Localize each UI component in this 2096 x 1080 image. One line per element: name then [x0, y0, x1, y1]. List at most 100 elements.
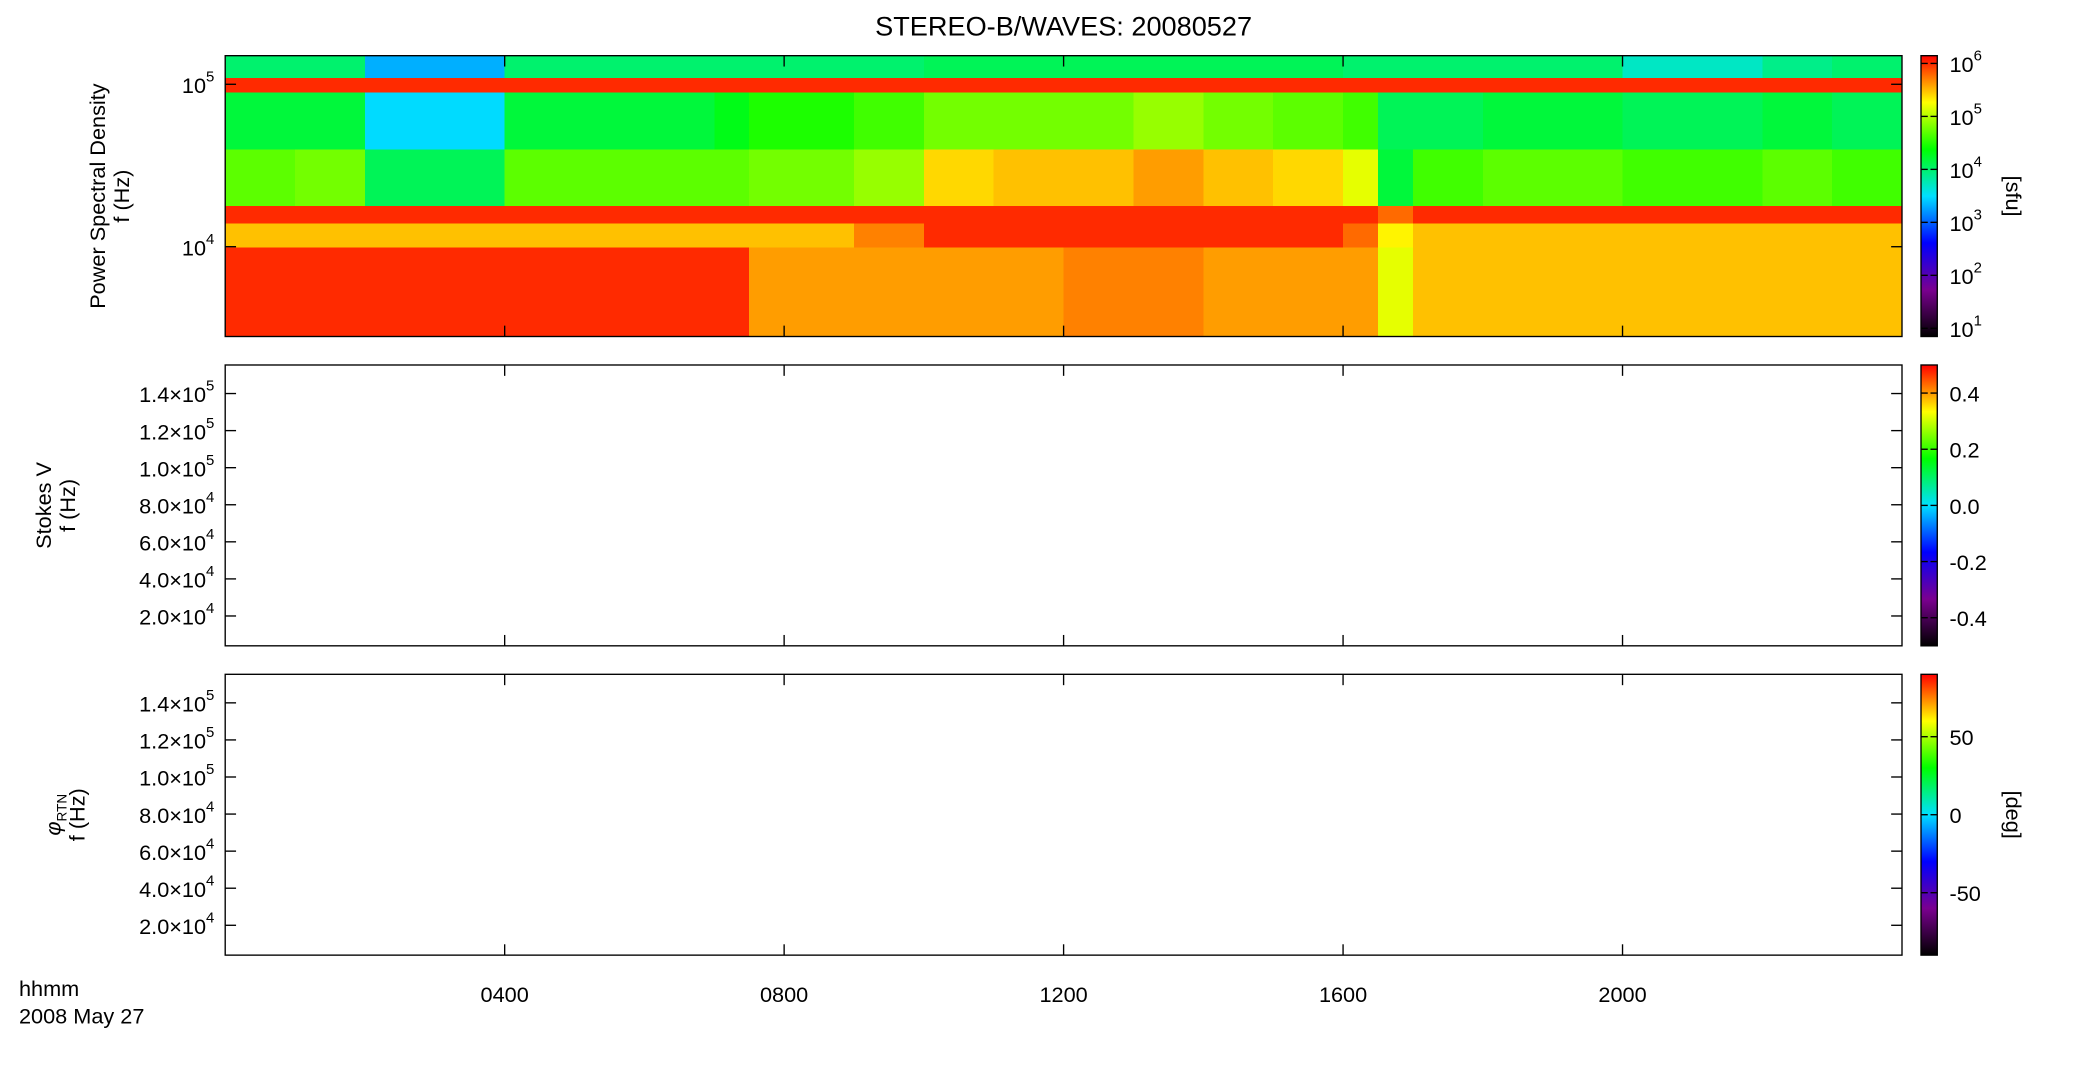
tick-label-sup: 4 — [206, 526, 214, 543]
tick-label: 105 — [1949, 101, 1981, 130]
heatmap-cell — [1692, 222, 1763, 248]
heatmap-cell — [1203, 77, 1274, 93]
tick-label-sup: 4 — [206, 563, 214, 580]
tick-label-base: 10 — [1949, 105, 1973, 130]
heatmap-cell — [1378, 205, 1414, 224]
heatmap-cell — [295, 222, 366, 248]
tick-label-base: 1.0×10 — [139, 765, 206, 790]
tick-label-sup: 4 — [1974, 154, 1982, 171]
heatmap-cell — [504, 205, 576, 224]
colorbar-label: [sfu] — [2001, 176, 2026, 217]
tick-label-sup: 5 — [206, 452, 214, 469]
y-axis-label-text: Stokes V — [31, 461, 56, 548]
heatmap-cell — [993, 77, 1065, 93]
heatmap-cell — [923, 205, 995, 224]
heatmap-cell — [364, 246, 436, 338]
heatmap-cell — [364, 148, 436, 206]
heatmap-cell — [749, 205, 785, 224]
colorbar — [1920, 55, 1938, 338]
heatmap-cell — [1482, 205, 1554, 224]
heatmap-cell — [1692, 148, 1763, 206]
plot-frame — [224, 364, 1903, 647]
heatmap-cell — [1552, 205, 1624, 224]
tick-label: 103 — [1949, 207, 1981, 236]
heatmap-cell — [854, 246, 925, 338]
tick-label-sup: 4 — [206, 909, 214, 926]
heatmap-cell — [854, 55, 925, 79]
tick-label: 6.0×104 — [139, 835, 214, 864]
heatmap-cell — [1343, 246, 1379, 338]
heatmap-cell — [1343, 222, 1379, 248]
heatmap-cell — [1552, 222, 1624, 248]
heatmap-cell — [1063, 246, 1135, 338]
heatmap-cell — [1482, 77, 1554, 93]
heatmap-cell — [784, 91, 855, 150]
heatmap-cell — [923, 77, 995, 93]
tick-label-sup: 5 — [206, 68, 214, 85]
heatmap-cell — [434, 222, 506, 248]
heatmap-cell — [644, 91, 715, 150]
heatmap-cell — [784, 205, 855, 224]
heatmap-cell — [434, 246, 506, 338]
heatmap-cell — [854, 91, 925, 150]
tick-label-base: 4.0×10 — [139, 877, 206, 902]
heatmap-cell — [1552, 55, 1624, 79]
tick-label: 8.0×104 — [139, 489, 214, 518]
tick-label: 104 — [182, 231, 214, 260]
tick-label-base: 1.2×10 — [139, 728, 206, 753]
tick-label: 1.4×105 — [139, 687, 214, 716]
tick-label-sup: 3 — [1974, 207, 1982, 224]
heatmap-cell — [1832, 55, 1903, 79]
heatmap-cell — [225, 205, 296, 224]
heatmap-cell — [1063, 222, 1135, 248]
heatmap-cell — [784, 246, 855, 338]
tick-label: 0400 — [481, 982, 529, 1007]
heatmap-cell — [295, 148, 366, 206]
heatmap-cell — [1133, 222, 1204, 248]
tick-label: 0800 — [760, 982, 808, 1007]
heatmap-cell — [1692, 205, 1763, 224]
heatmap-cell — [644, 55, 715, 79]
heatmap-cell — [784, 222, 855, 248]
tick-label: 1600 — [1319, 982, 1367, 1007]
plot-frame — [224, 673, 1903, 956]
tick-label-base: 4.0×10 — [139, 567, 206, 592]
heatmap-cell — [1552, 246, 1624, 338]
heatmap-cell — [1343, 55, 1379, 79]
heatmap-cell — [1133, 205, 1204, 224]
heatmap-cell — [364, 205, 436, 224]
heatmap-cell — [1412, 246, 1484, 338]
x-axis-label: hhmm — [19, 976, 79, 1001]
heatmap-cell — [1622, 246, 1693, 338]
heatmap-cell — [714, 91, 750, 150]
heatmap-cell — [1832, 148, 1903, 206]
heatmap-cell — [993, 91, 1065, 150]
heatmap-cell — [504, 55, 576, 79]
colorbar-label: [deg] — [2001, 791, 2026, 839]
heatmap-cell — [1762, 55, 1833, 79]
heatmap-cell — [1762, 205, 1833, 224]
heatmap-cell — [364, 77, 436, 93]
heatmap-cell — [1133, 246, 1204, 338]
heatmap-cell — [434, 205, 506, 224]
tick-label: 104 — [1949, 154, 1981, 183]
y-axis-label: f (Hz) — [55, 479, 80, 532]
heatmap-cell — [364, 222, 436, 248]
heatmap-cell — [504, 148, 576, 206]
heatmap-cell — [1343, 148, 1379, 206]
heatmap-cell — [993, 246, 1065, 338]
heatmap-cell — [1622, 222, 1693, 248]
heatmap-cell — [1378, 222, 1414, 248]
y-axis-label: f (Hz) — [109, 170, 134, 223]
tick-label-base: 1.0×10 — [139, 456, 206, 481]
tick-label: 4.0×104 — [139, 872, 214, 901]
heatmap-cell — [854, 222, 925, 248]
heatmap-cell — [1133, 148, 1204, 206]
heatmap-cell — [714, 148, 750, 206]
tick-label: 102 — [1949, 259, 1981, 288]
heatmap-cell — [1343, 205, 1379, 224]
heatmap-cell — [225, 222, 296, 248]
heatmap-cell — [993, 148, 1065, 206]
tick-label-sup: 4 — [206, 872, 214, 889]
